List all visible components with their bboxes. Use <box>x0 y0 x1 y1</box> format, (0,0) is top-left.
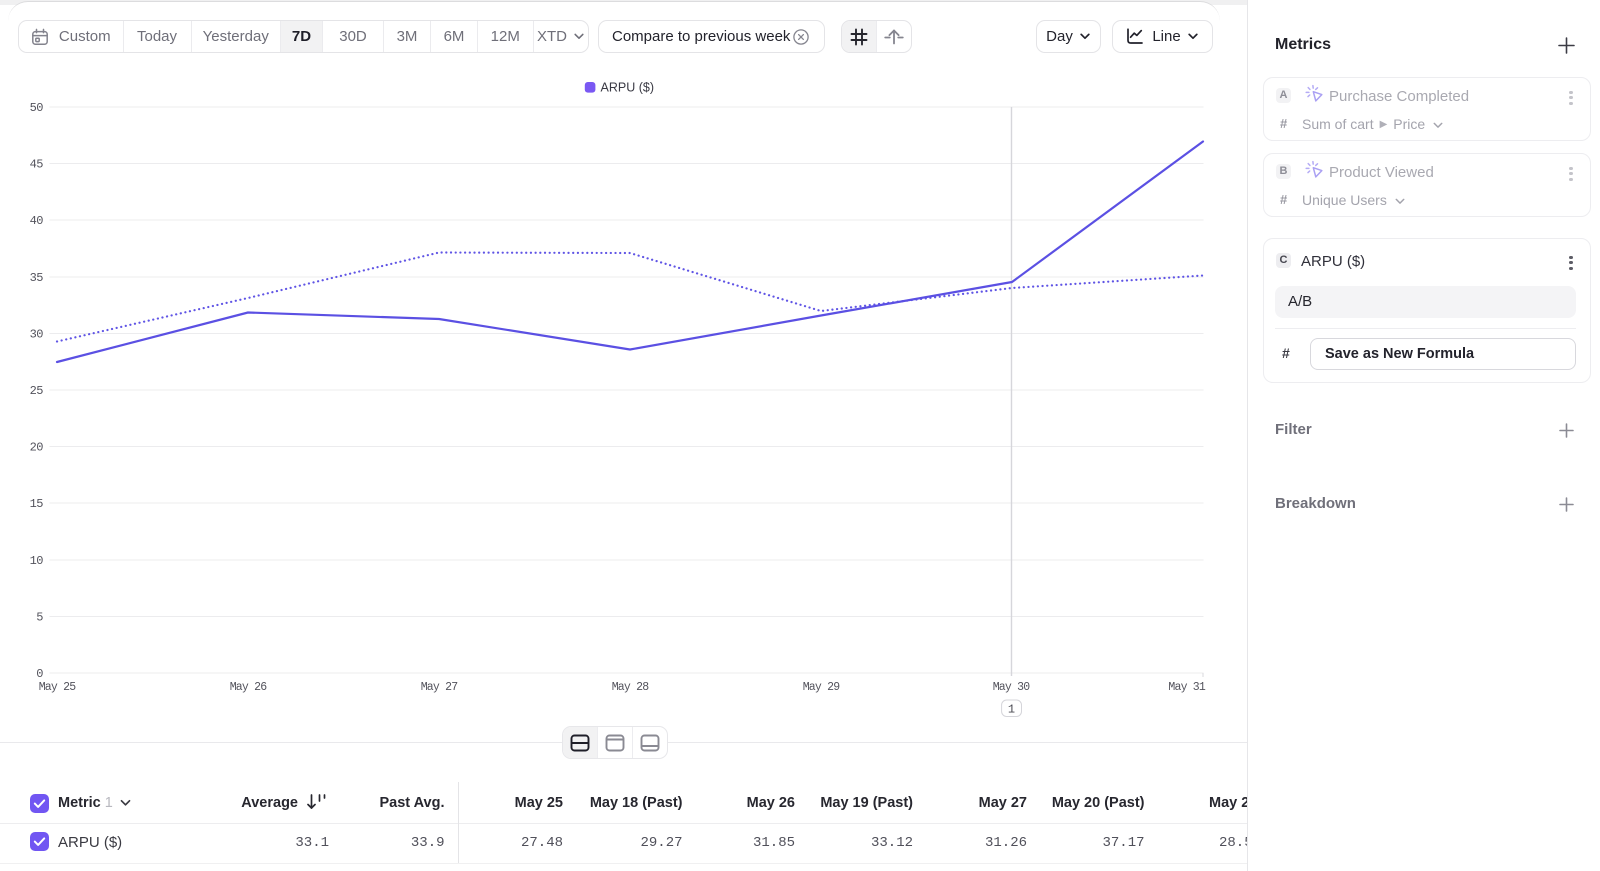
svg-text:1: 1 <box>1008 702 1015 716</box>
svg-text:20: 20 <box>30 441 44 455</box>
svg-text:15: 15 <box>30 497 44 511</box>
svg-text:50: 50 <box>30 101 44 115</box>
svg-text:May 28: May 28 <box>612 681 650 694</box>
svg-text:25: 25 <box>30 384 44 398</box>
svg-text:May 31: May 31 <box>1168 681 1206 694</box>
svg-text:5: 5 <box>36 610 43 624</box>
svg-text:35: 35 <box>30 271 44 285</box>
svg-text:ARPU ($): ARPU ($) <box>601 81 654 95</box>
svg-text:May 27: May 27 <box>421 681 458 694</box>
svg-text:40: 40 <box>30 214 44 228</box>
svg-text:0: 0 <box>36 667 43 681</box>
svg-text:May 25: May 25 <box>39 681 77 694</box>
svg-text:May 29: May 29 <box>803 681 841 694</box>
svg-text:10: 10 <box>30 554 44 568</box>
svg-text:30: 30 <box>30 327 44 341</box>
svg-text:45: 45 <box>30 158 44 172</box>
svg-text:May 26: May 26 <box>230 681 268 694</box>
svg-text:May 30: May 30 <box>993 681 1031 694</box>
